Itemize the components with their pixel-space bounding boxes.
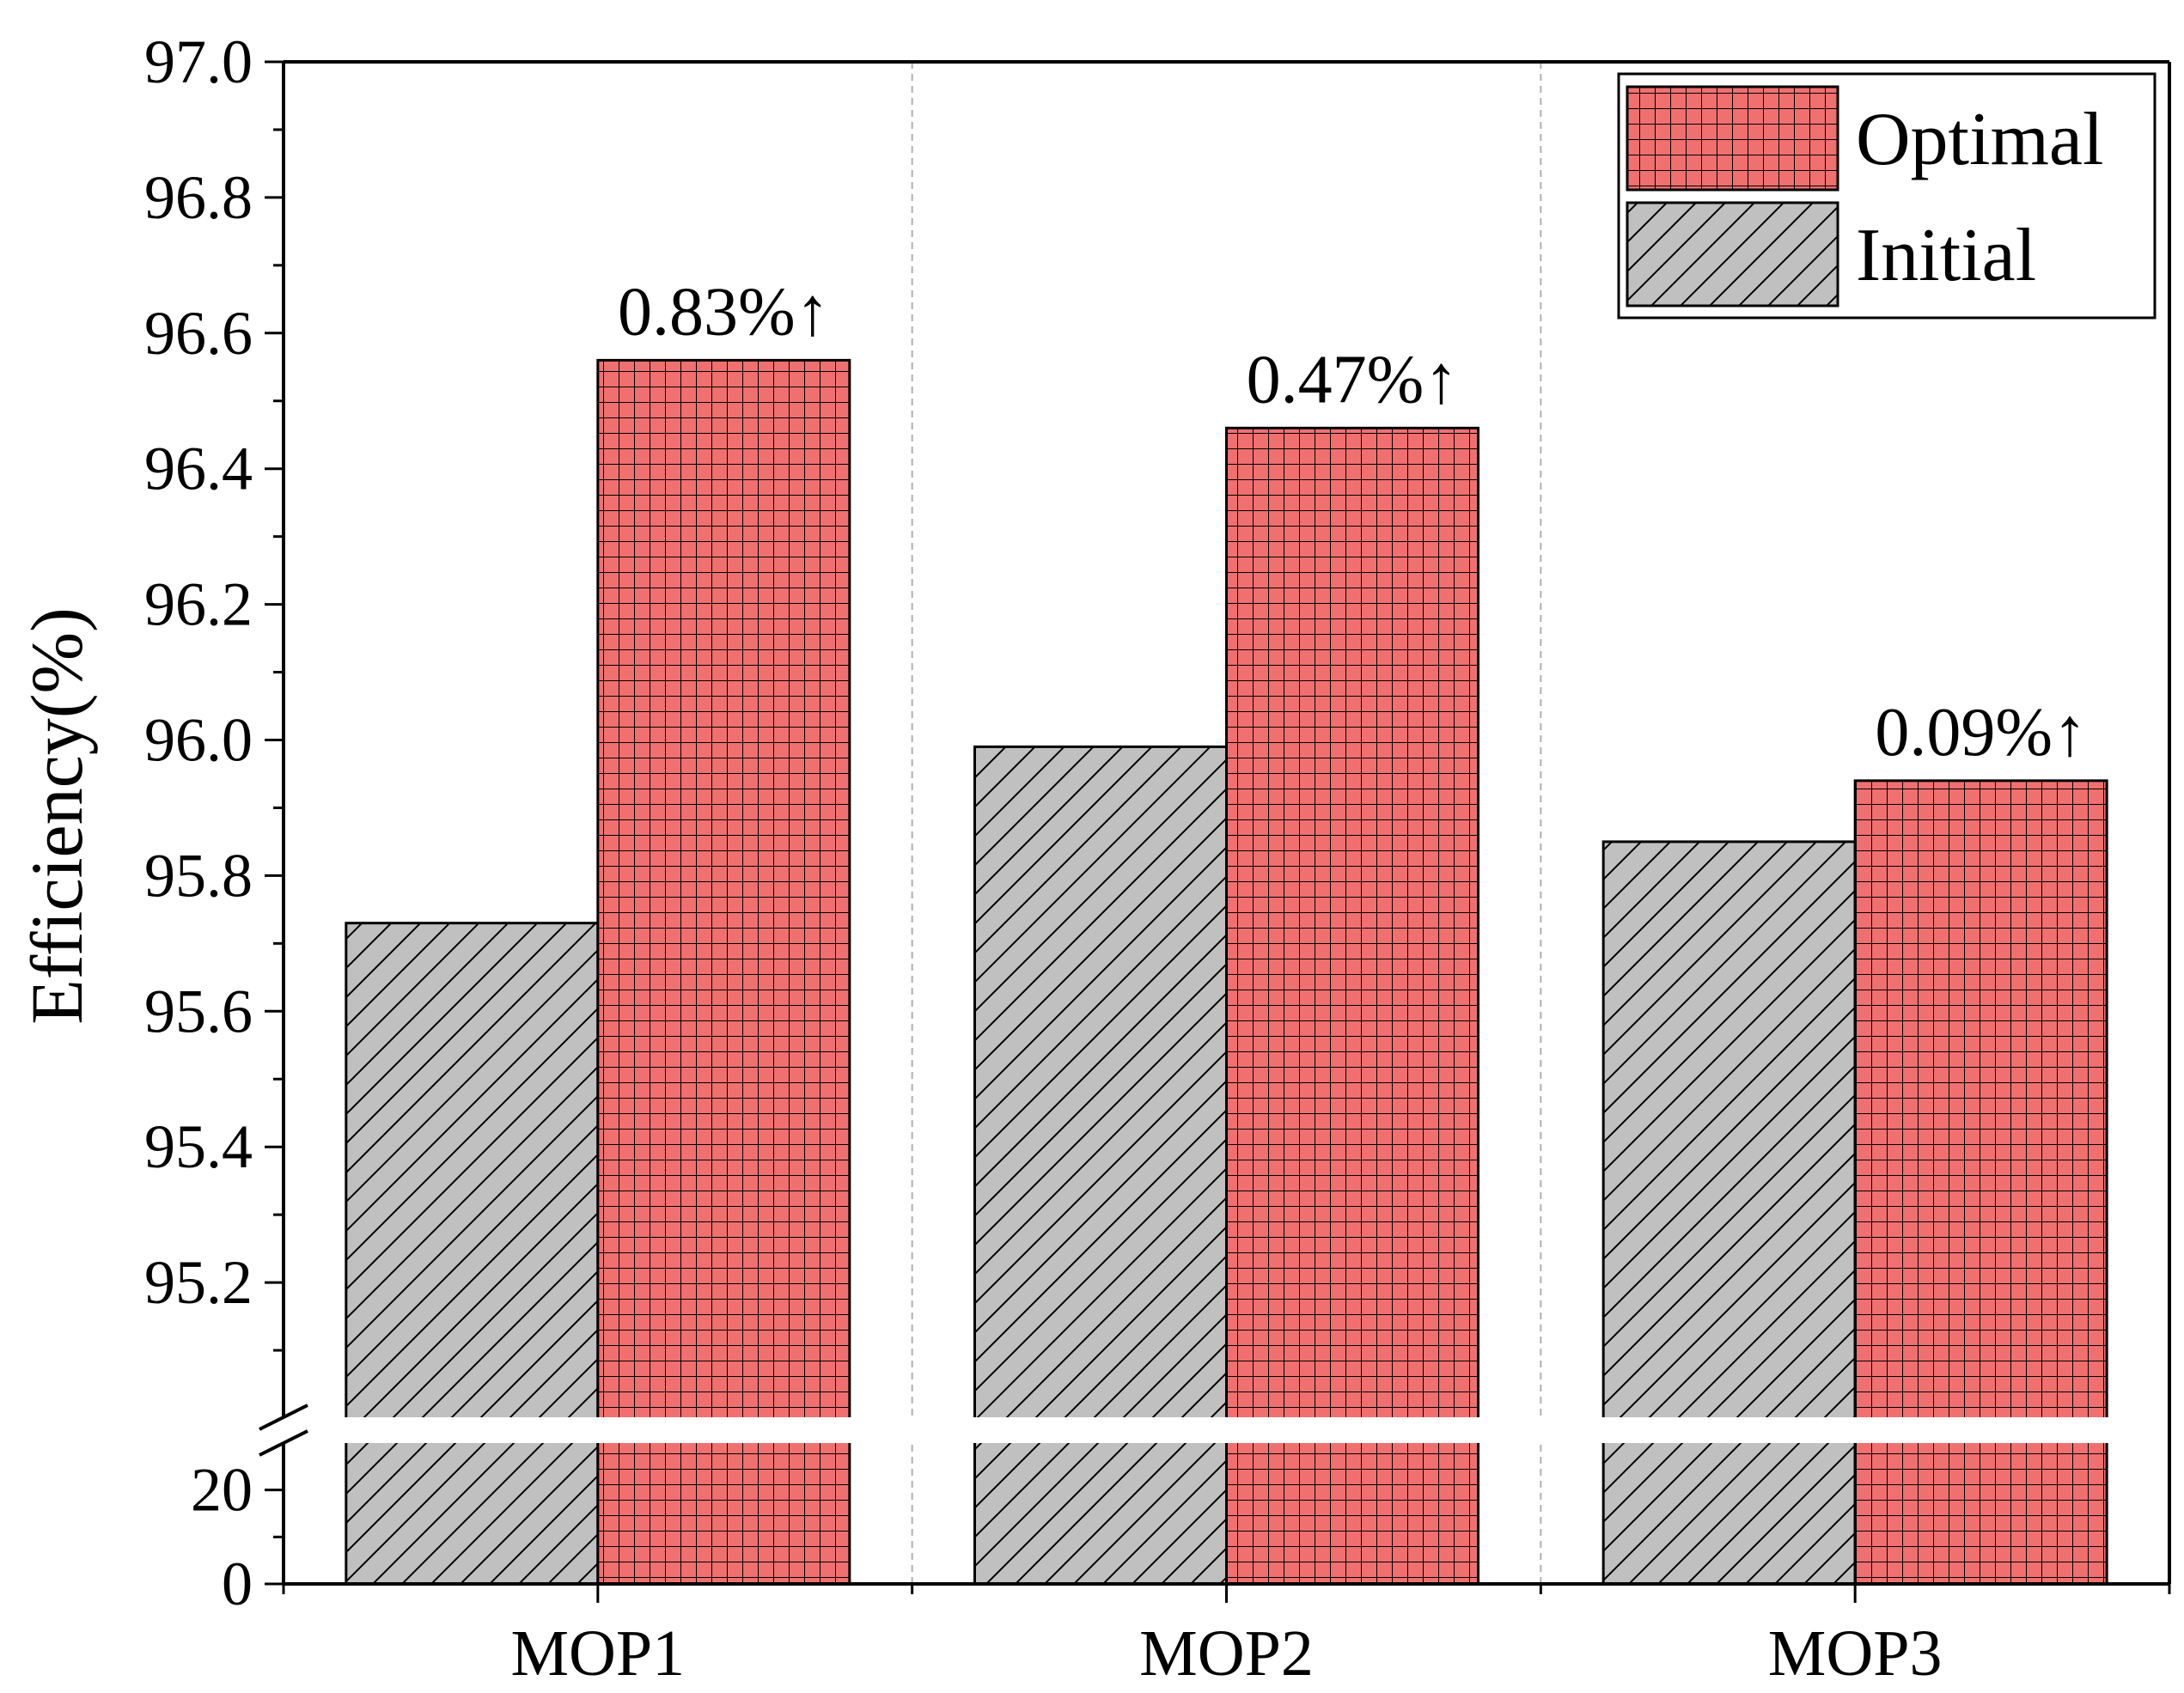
y-tick-label: 0: [222, 1550, 253, 1618]
y-tick-label: 96.0: [144, 706, 253, 775]
legend-swatch-optimal: [1626, 85, 1839, 192]
y-axis-label: Efficiency(%): [15, 607, 98, 1024]
y-tick-label: 20: [191, 1456, 253, 1525]
legend-label-optimal: Optimal: [1856, 98, 2103, 181]
category-separators: [911, 62, 1542, 1584]
axis-break-mark-upper: [259, 1404, 308, 1431]
legend: Optimal Initial: [1617, 72, 2157, 320]
y-tick-label: 96.6: [144, 299, 253, 368]
y-tick-label: 95.4: [144, 1112, 253, 1181]
y-tick-label: 95.2: [144, 1248, 253, 1317]
bar-initial-mop3: [1601, 840, 1857, 1586]
bar-optimal-mop3: [1853, 779, 2108, 1586]
axis-break-mark-lower: [259, 1429, 308, 1457]
bar-initial-mop2: [973, 745, 1228, 1586]
x-tick-label-mop2: MOP2: [1139, 1617, 1314, 1690]
bar-annotation-mop3: 0.09%↑: [1875, 695, 2087, 770]
bar-annotation-mop1: 0.83%↑: [618, 274, 830, 350]
y-tick-label: 95.8: [144, 841, 253, 910]
y-tick-label: 95.6: [144, 977, 253, 1045]
axis-break-gap: [301, 1417, 2169, 1443]
bar-annotation-mop2: 0.47%↑: [1247, 342, 1459, 417]
bar-annotations: 0.83%↑ 0.47%↑ 0.09%↑: [618, 274, 2087, 770]
y-tick-label: 96.2: [144, 570, 253, 639]
x-tick-label-mop1: MOP1: [510, 1617, 685, 1690]
bar-optimal-mop2: [1225, 426, 1479, 1586]
bar-optimal-mop1: [596, 358, 851, 1586]
legend-swatch-initial: [1626, 201, 1839, 308]
axes-group: MOP1 MOP2 MOP3 95.2 95.4 95.6 95.8 96.0 96.2 96.4…: [144, 27, 2171, 1690]
y-tick-label: 96.8: [144, 163, 253, 232]
y-tick-label: 96.4: [144, 435, 253, 503]
bar-initial-mop1: [345, 922, 600, 1586]
bars-group: [345, 358, 2108, 1586]
x-tick-label-mop3: MOP3: [1768, 1617, 1943, 1690]
legend-label-initial: Initial: [1856, 214, 2036, 297]
axis-break-gaps: [301, 1417, 2169, 1443]
y-tick-label: 97.0: [144, 27, 253, 96]
